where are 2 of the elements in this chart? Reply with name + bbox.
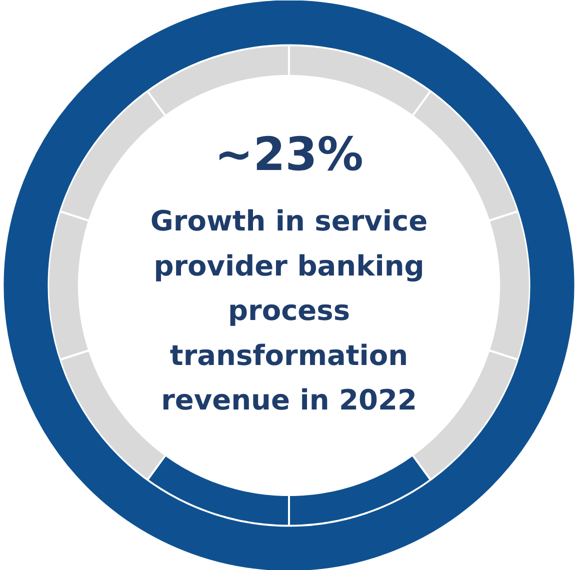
text: ~23%: [214, 127, 364, 182]
text: Growth in service provider banking process transformation revenue in 2022: [150, 204, 428, 417]
